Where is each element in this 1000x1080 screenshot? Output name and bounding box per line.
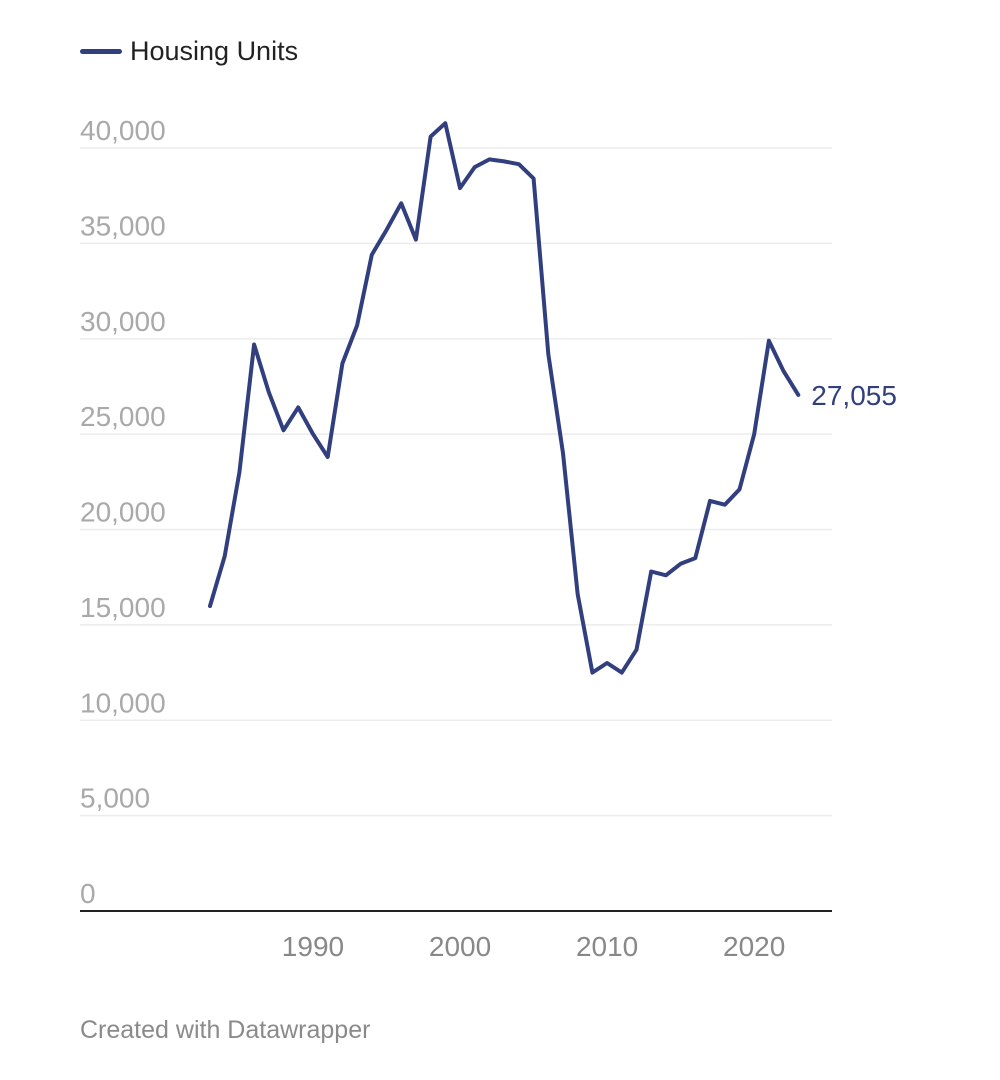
y-tick-label: 35,000 [80, 210, 166, 241]
footer-credit: Created with Datawrapper [80, 1016, 371, 1044]
y-tick-label: 25,000 [80, 401, 166, 432]
legend-swatch [80, 49, 122, 54]
line-chart: 0 5,000 10,000 15,000 20,000 25,000 30,000 35,0… [80, 115, 897, 962]
series-line-housing-units [208, 121, 801, 675]
y-tick-label: 5,000 [80, 783, 150, 814]
y-tick-label: 15,000 [80, 592, 166, 623]
y-tick-labels: 0 5,000 10,000 15,000 20,000 25,000 30,000 35,0… [80, 115, 166, 909]
end-value-label: 27,055 [811, 380, 897, 411]
y-tick-label: 10,000 [80, 687, 166, 718]
y-tick-label: 0 [80, 878, 96, 909]
gridlines [80, 147, 832, 817]
x-tick-label: 2000 [429, 931, 491, 962]
y-tick-label: 20,000 [80, 497, 166, 528]
legend-label: Housing Units [130, 36, 299, 66]
x-tick-label: 2010 [576, 931, 638, 962]
x-tick-label: 1990 [282, 931, 344, 962]
series-layer: 27,055 [208, 121, 897, 675]
y-tick-label: 30,000 [80, 306, 166, 337]
y-tick-label: 40,000 [80, 115, 166, 146]
x-tick-label: 2020 [723, 931, 785, 962]
legend: Housing Units [80, 36, 298, 67]
x-tick-labels: 1990 2000 2010 2020 [282, 931, 786, 962]
